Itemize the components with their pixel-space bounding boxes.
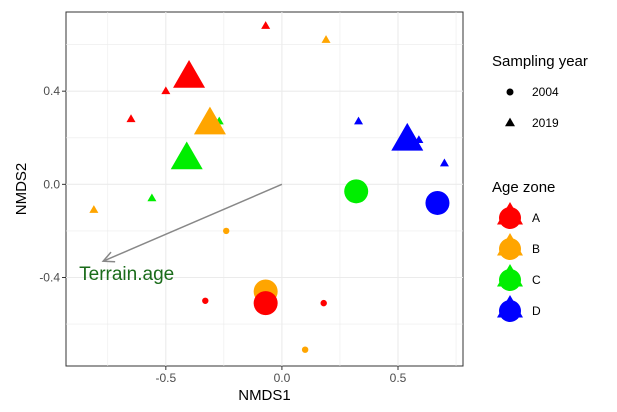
x-tick-label: -0.5 bbox=[155, 371, 176, 385]
grid-lines bbox=[66, 12, 463, 366]
legend-label-zone: C bbox=[532, 273, 541, 287]
x-tick-label: 0.5 bbox=[390, 371, 407, 385]
legend-key-triangle bbox=[505, 117, 515, 127]
point-triangle-b bbox=[89, 205, 99, 213]
point-triangle-a bbox=[173, 60, 206, 88]
legend-label-zone: D bbox=[532, 304, 541, 318]
point-circle-b bbox=[301, 346, 309, 353]
y-tick-label: 0.0 bbox=[43, 177, 60, 191]
point-circle-a bbox=[320, 299, 327, 307]
legend-label-zone: A bbox=[532, 211, 540, 225]
x-tick-label: 0.0 bbox=[274, 371, 291, 385]
terrain-age-arrow-line bbox=[102, 183, 283, 262]
point-triangle-d bbox=[439, 158, 449, 167]
point-triangle-a bbox=[161, 86, 171, 95]
point-circle-a bbox=[253, 291, 278, 316]
point-circle-c bbox=[344, 179, 369, 204]
point-circle-b bbox=[222, 227, 230, 235]
legend-key-triangle-a bbox=[497, 202, 523, 225]
legend-title-sampling-year: Sampling year bbox=[492, 53, 588, 70]
legend-shape-items: 2004 2019 bbox=[505, 85, 559, 130]
terrain-age-vector: Terrain.age bbox=[79, 183, 283, 285]
y-axis-title: NMDS2 bbox=[13, 163, 30, 216]
legend-key-triangle-d bbox=[497, 295, 523, 318]
legend-label-zone: B bbox=[532, 242, 540, 256]
point-triangle-b bbox=[193, 106, 226, 135]
legend-label-year: 2019 bbox=[532, 116, 559, 130]
x-axis-ticks: -0.5 0.0 0.5 bbox=[155, 366, 407, 385]
point-circle-a bbox=[202, 297, 209, 304]
point-triangle-a bbox=[261, 21, 271, 29]
legend-color-items: A B C D bbox=[497, 202, 541, 322]
legend-key-triangle-c bbox=[497, 264, 523, 287]
point-triangle-d bbox=[354, 116, 364, 125]
legend-key-circle bbox=[506, 88, 514, 96]
point-triangle-a bbox=[126, 114, 136, 123]
y-tick-label: 0.4 bbox=[43, 84, 60, 98]
legend-title-age-zone: Age zone bbox=[492, 179, 555, 196]
legend-key-triangle-b bbox=[497, 233, 523, 256]
y-axis-ticks: -0.4 0.0 0.4 bbox=[39, 84, 66, 285]
point-circle-d bbox=[425, 190, 450, 215]
legend: Sampling year 2004 2019 Age zone A B C D bbox=[492, 53, 588, 322]
point-triangle-c bbox=[147, 193, 157, 202]
point-triangle-d bbox=[391, 122, 424, 151]
scatter-points bbox=[89, 21, 450, 353]
y-tick-label: -0.4 bbox=[39, 271, 60, 285]
terrain-age-label: Terrain.age bbox=[79, 264, 174, 285]
terrain-age-arrow-head bbox=[101, 251, 116, 263]
point-triangle-c bbox=[170, 141, 203, 170]
legend-label-year: 2004 bbox=[532, 85, 559, 99]
point-triangle-b bbox=[321, 35, 331, 43]
x-axis-title: NMDS1 bbox=[238, 387, 291, 404]
